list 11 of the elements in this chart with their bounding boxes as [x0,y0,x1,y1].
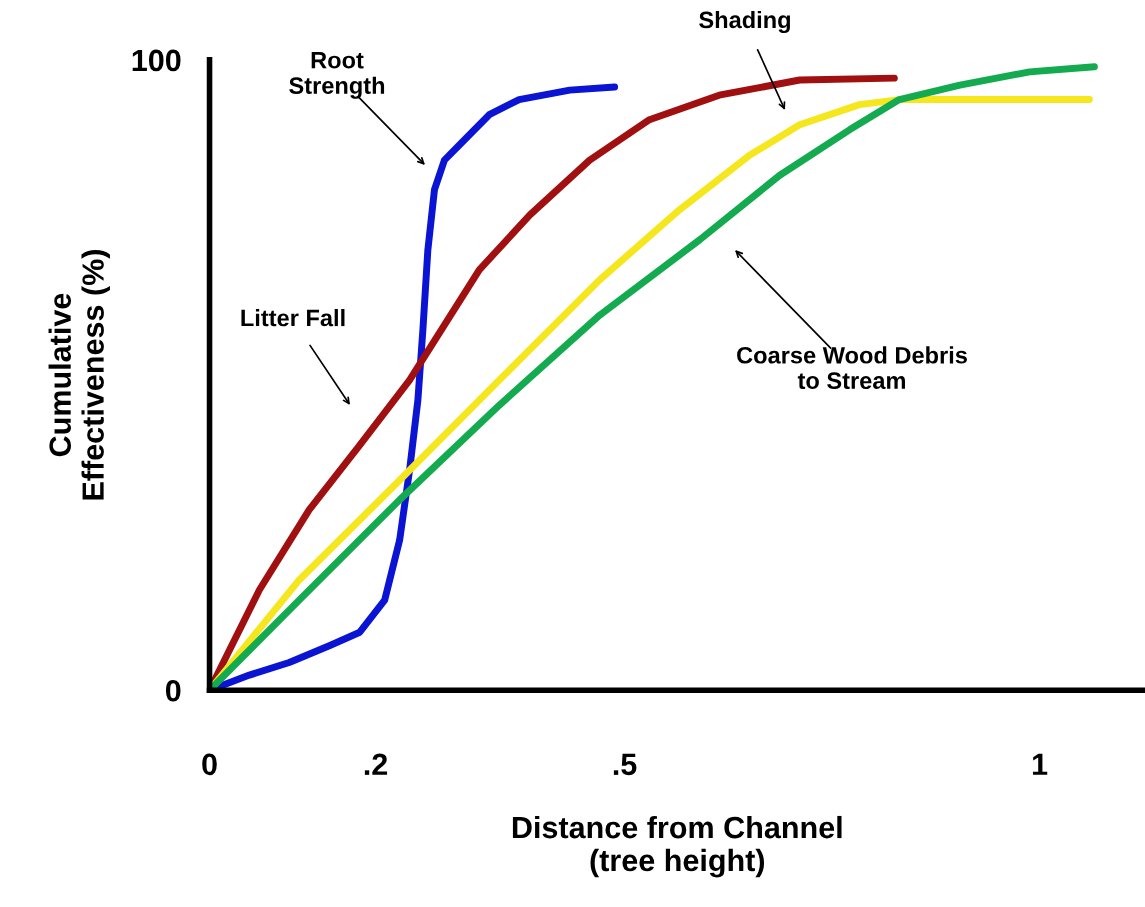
annotation: Litter Fall [241,309,345,327]
y-axis-title: Cumulative Effectiveness (%) [48,250,110,500]
x-tick-label: 1 [1033,753,1048,775]
x-tick-label: .2 [364,753,388,775]
annotation: Root Strength [289,52,385,99]
x-tick-label: 0 [202,753,217,776]
text: Shading [699,10,790,34]
annotation: Coarse Wood Debris to Stream [737,346,967,390]
x-tick-label: .5 [613,753,637,776]
y-tick-label: 100 [132,49,181,72]
x-axis-title: Distance from Channel (tree height) [512,815,842,878]
